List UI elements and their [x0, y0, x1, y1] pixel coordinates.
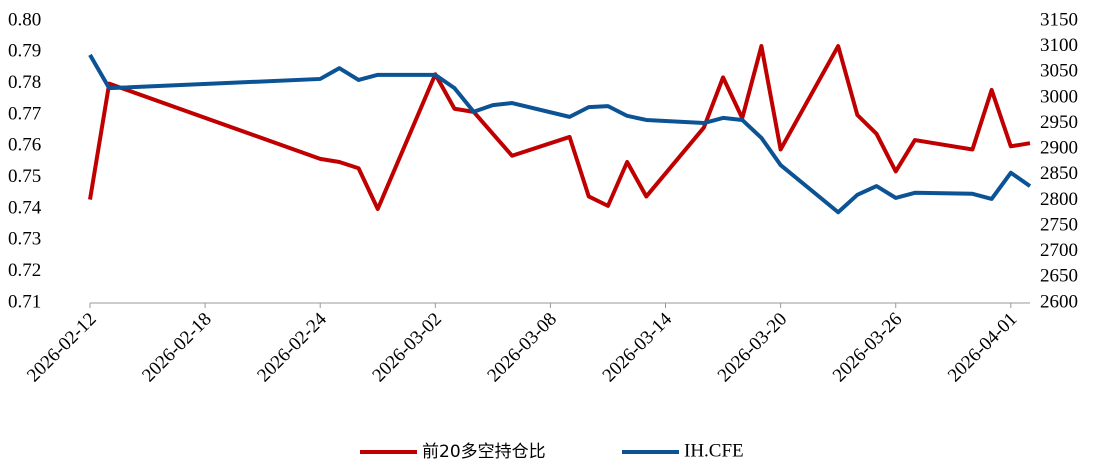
y-tick-label: 0.74 — [8, 197, 42, 218]
x-tick-label: 2026-04-01 — [944, 309, 1022, 387]
x-tick-label: 2026-03-20 — [714, 309, 792, 387]
y-tick-label: 0.79 — [8, 41, 41, 62]
y2-tick-label: 3100 — [1040, 35, 1078, 56]
y2-tick-label: 2900 — [1040, 138, 1078, 159]
x-tick-label: 2026-03-02 — [368, 309, 446, 387]
y-tick-label: 0.77 — [8, 103, 41, 124]
x-tick-label: 2026-03-14 — [599, 308, 677, 386]
legend-label: 前20多空持仓比 — [422, 442, 546, 462]
y2-tick-label: 3000 — [1040, 86, 1078, 107]
y-tick-label: 0.72 — [8, 260, 41, 281]
y2-tick-label: 2800 — [1040, 189, 1078, 210]
y2-tick-label: 2700 — [1040, 240, 1078, 261]
x-tick-label: 2026-02-24 — [253, 308, 331, 386]
x-tick-label: 2026-02-18 — [138, 309, 216, 387]
y2-tick-label: 3050 — [1040, 61, 1078, 82]
y-tick-label: 0.76 — [8, 135, 41, 156]
y-tick-label: 0.78 — [8, 72, 41, 93]
y2-tick-label: 2850 — [1040, 163, 1078, 184]
y2-tick-label: 3150 — [1040, 9, 1078, 30]
y2-tick-label: 2650 — [1040, 266, 1078, 287]
x-tick-label: 2026-03-08 — [483, 309, 561, 387]
legend-label: IH.CFE — [684, 440, 744, 461]
x-tick-label: 2026-03-26 — [829, 309, 907, 387]
y-tick-label: 0.75 — [8, 166, 41, 187]
y2-tick-label: 2750 — [1040, 214, 1078, 235]
y2-tick-label: 2950 — [1040, 112, 1078, 133]
x-tick-label: 2026-02-12 — [23, 309, 101, 387]
series-line — [88, 44, 1031, 211]
series-line — [88, 53, 1032, 215]
y-tick-label: 0.73 — [8, 229, 41, 250]
y-tick-label: 0.80 — [8, 9, 41, 30]
y-tick-label: 0.71 — [8, 291, 41, 312]
y2-tick-label: 2600 — [1040, 291, 1078, 312]
